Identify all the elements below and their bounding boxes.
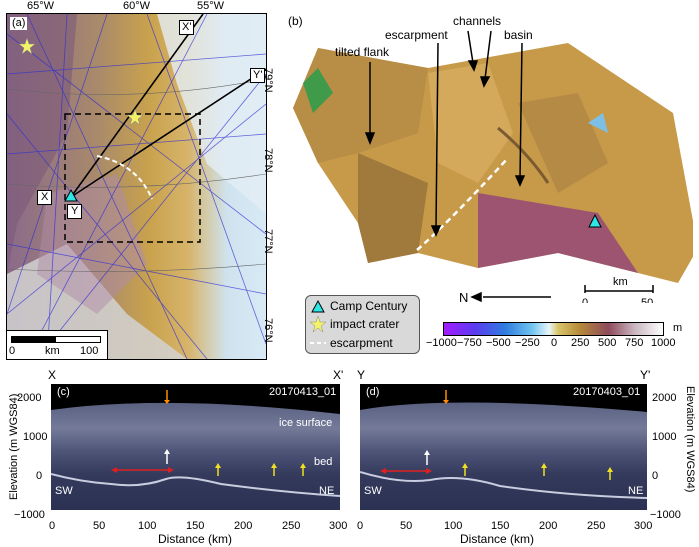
colorbar-unit: m [673,322,683,334]
panel-a-label: (a) [10,17,28,30]
camp-century-triangle [64,188,78,202]
panel-d-end: Y' [640,368,651,382]
scalebar-unit: km [45,345,60,357]
panel-d-label: (d) [366,386,380,398]
bed-label: bed [314,456,333,468]
panel-d-sw: SW [364,485,382,497]
panel-d-ne: NE [628,485,644,497]
x-tick: 300 [634,520,653,532]
y-tick: 1000 [23,431,48,443]
map-legend: Camp Century impact crater escarpment [305,295,420,354]
cbar-tick: 250 [571,337,590,349]
panel-d-start: Y [357,368,366,382]
cbar-tick: −250 [515,337,540,349]
scale-zero: 0 [582,297,589,303]
cbar-tick: 500 [598,337,617,349]
y-tick: 1000 [652,431,677,443]
x-tick: 150 [186,520,205,532]
legend-star-icon [309,315,327,333]
cbar-tick: 750 [625,337,644,349]
north-label: N [459,290,469,303]
lat-label-77: 77°N [262,229,274,254]
scalebar-max: 100 [80,345,99,357]
x-tick: 50 [93,520,106,532]
profile-x-start: X [37,190,53,205]
panel-c-label: (c) [57,386,70,398]
y-tick: 2000 [652,392,677,404]
cbar-tick: −500 [486,337,511,349]
lat-label-76: 76°N [262,318,274,343]
cbar-tick: 1000 [651,337,676,349]
lat-label-79: 79°N [262,68,274,93]
panel-c-xlabel: Distance (km) [158,532,233,546]
x-tick: 200 [539,520,558,532]
ice-surface-label: ice surface [279,417,333,429]
scale-unit: km [613,276,628,288]
y-tick: −1000 [650,509,681,521]
legend-escarpment: escarpment [330,336,393,350]
panel-d-xlabel: Distance (km) [460,532,535,546]
x-tick: 100 [444,520,463,532]
y-tick: 0 [36,470,43,482]
annotation-tilted-flank: tilted flank [335,45,390,59]
lon-label-65: 65°W [27,0,55,12]
legend-triangle-icon [311,299,325,313]
x-tick: 100 [138,520,157,532]
cbar-tick: −1000 [426,337,457,349]
panel-d-yticks: 2000 1000 0 −1000 [650,392,686,522]
map-markers [18,37,144,202]
profile-x-end: X' [179,20,195,35]
legend-impact-crater: impact crater [330,317,400,331]
y-tick: −1000 [14,509,45,521]
radargram-c: (c) 20170413_01 ice surface bed SW NE [51,384,340,510]
profile-y-start: Y [67,204,83,219]
annotation-basin: basin [504,28,533,42]
terrain-surface [293,30,693,303]
panel-d-xticks: 0 50 100 150 200 250 300 [356,520,656,534]
impact-crater-star [126,108,144,126]
lat-label-78: 78°N [262,148,274,173]
elevation-colorbar [443,322,664,336]
x-tick: 250 [282,520,301,532]
x-tick: 300 [329,520,348,532]
radargram-d: (d) 20170403_01 SW NE [360,384,647,510]
panel-c-sw: SW [55,485,73,497]
y-tick: 2000 [17,392,42,404]
scale-max: 50 [641,297,654,303]
annotation-escarpment: escarpment [385,28,448,42]
panel-d-id: 20170403_01 [573,386,641,398]
map-scalebar: 0 km 100 [7,330,108,359]
cbar-tick: 0 [551,337,558,349]
x-tick: 200 [234,520,253,532]
map-panel-a: (a) X Y X' Y' 0 km 100 [6,13,267,360]
cbar-tick: −750 [457,337,482,349]
y-tick: 0 [652,470,659,482]
panel-c-id: 20170413_01 [269,386,337,398]
panel-c-start: X [48,368,57,382]
panel-c-xticks: 0 50 100 150 200 250 300 [46,520,348,534]
annotation-channels: channels [453,14,502,28]
impact-crater-star [18,37,36,55]
scalebar-zero: 0 [9,345,16,357]
lon-label-60: 60°W [123,0,151,12]
profile-y-end: Y' [250,68,266,83]
camp-century-triangle-3d [588,213,602,228]
panel-b-label: (b) [288,14,303,28]
legend-camp-century: Camp Century [330,299,408,313]
panel-c-yticks: 2000 1000 0 −1000 [14,392,50,522]
lon-label-55: 55°W [197,0,225,12]
x-tick: 50 [400,520,413,532]
panel-c-ne: NE [319,485,335,497]
x-tick: 250 [587,520,606,532]
terrain-panel-b: (b) tilted flank escarpment channels bas… [278,13,693,303]
x-tick: 150 [491,520,510,532]
panel-c-end: X' [333,368,344,382]
x-tick: 0 [357,520,364,532]
x-tick: 0 [49,520,56,532]
colorbar-ticks: −1000 −750 −500 −250 0 250 500 750 1000 [426,337,686,351]
